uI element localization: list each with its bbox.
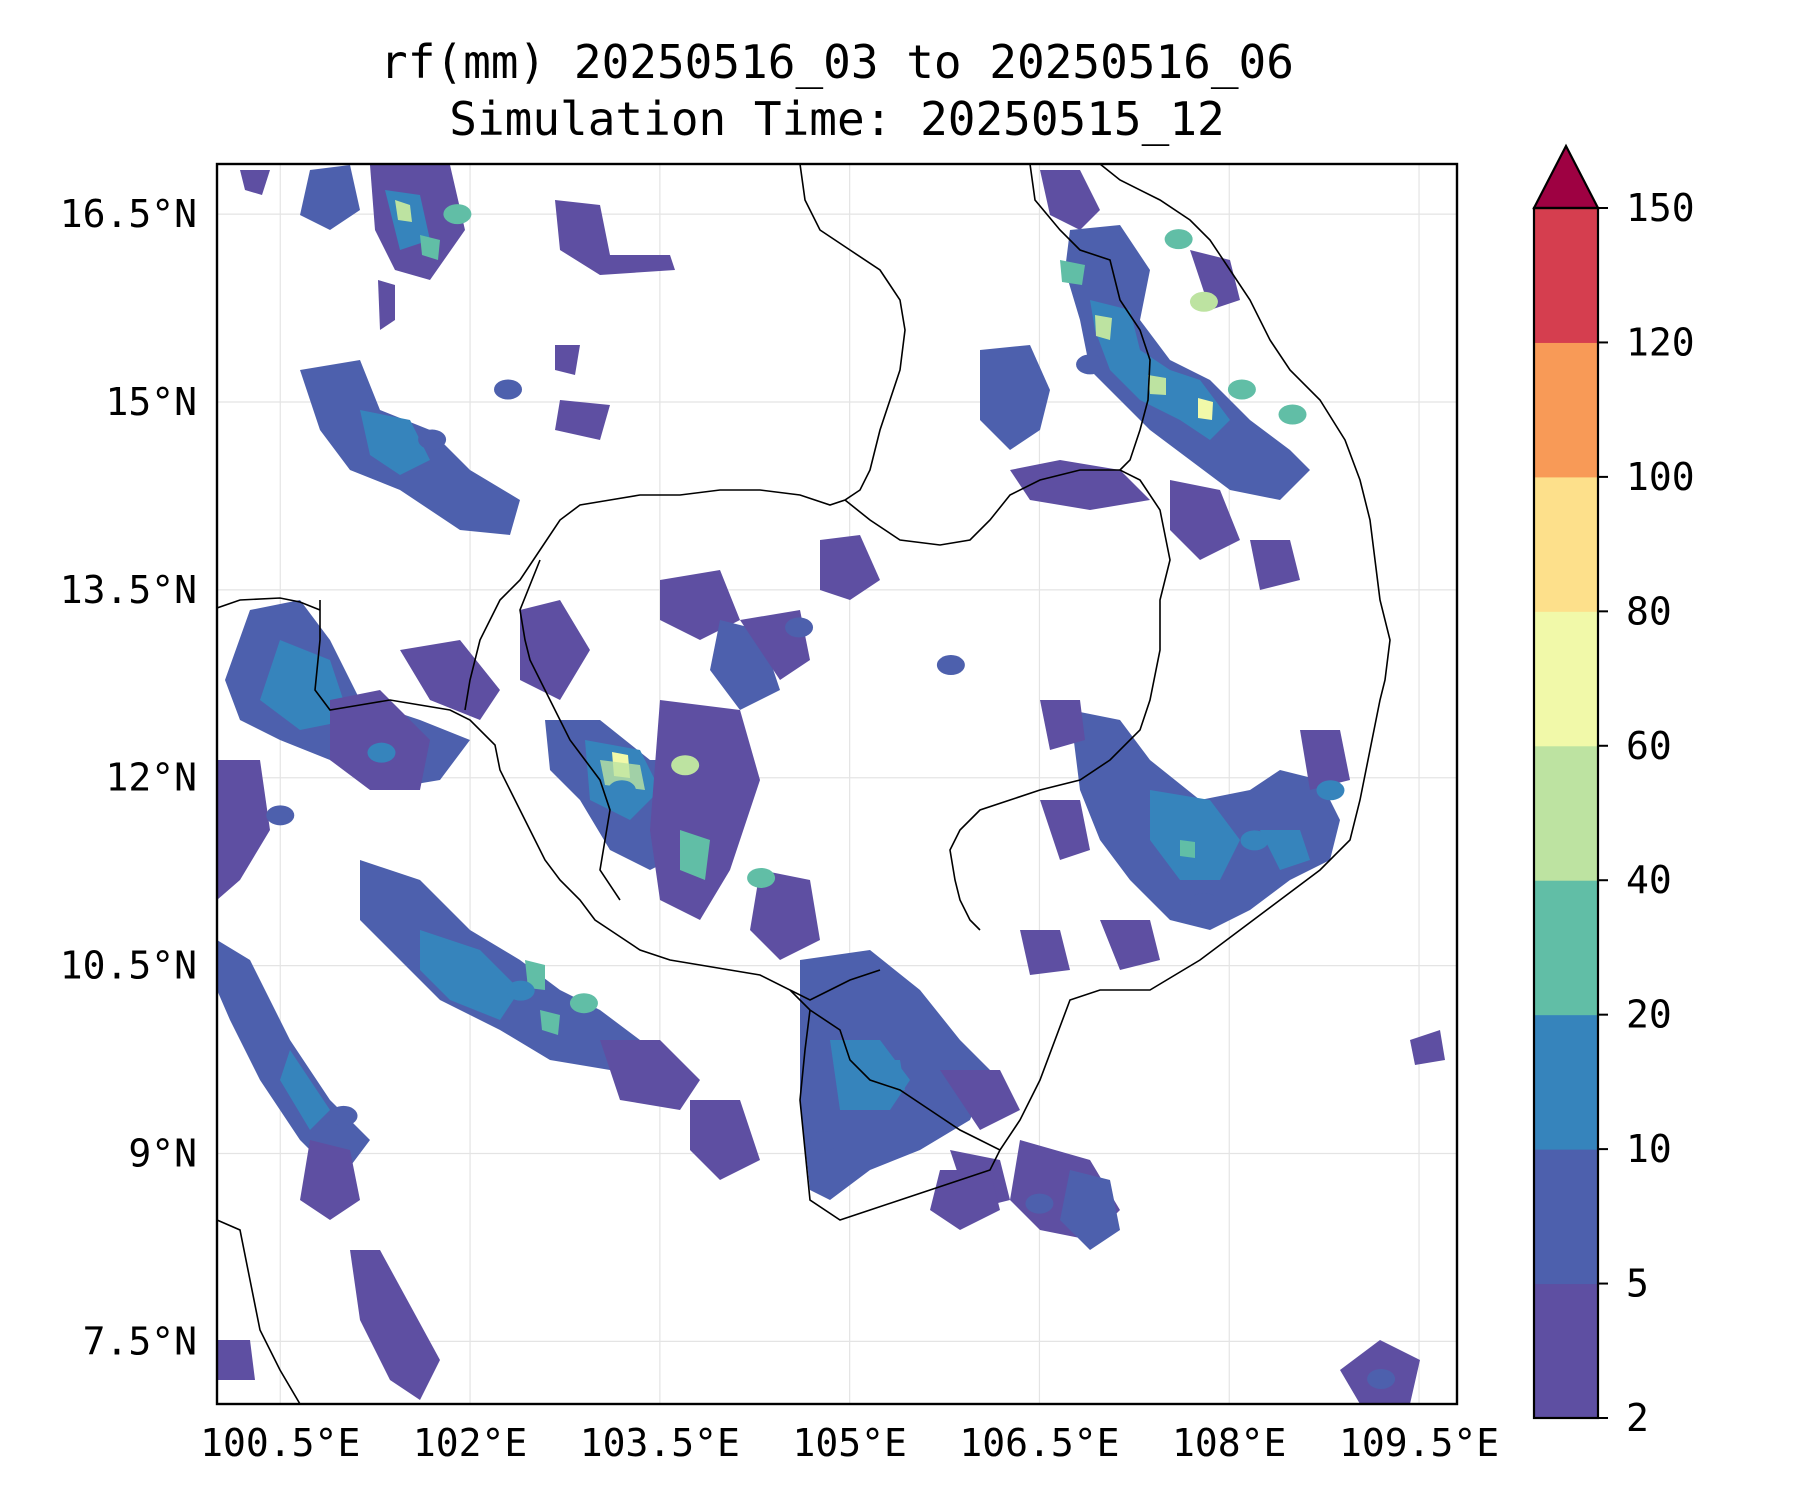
coastlines-and-borders xyxy=(217,164,1391,1404)
y-tick-label: 16.5°N xyxy=(60,192,197,236)
rain-cell xyxy=(607,780,636,801)
y-tick-label: 10.5°N xyxy=(60,944,197,988)
colorbar: 2 5 10 20 40 60 80 100 120 150 xyxy=(1532,143,1695,1440)
colorbar-swatch xyxy=(1534,1149,1598,1285)
rain-cell xyxy=(443,204,472,225)
rain-cell xyxy=(1164,229,1193,250)
rain-region-northwest xyxy=(240,165,675,535)
colorbar-swatch xyxy=(1534,342,1598,478)
y-tick-label: 7.5°N xyxy=(83,1319,197,1363)
y-tick-label: 12°N xyxy=(105,756,197,800)
x-tick-label: 109.5°E xyxy=(1339,1421,1499,1465)
y-tick-label: 15°N xyxy=(105,380,197,424)
x-tick-label: 105°E xyxy=(792,1421,906,1465)
map-frame xyxy=(215,162,1459,1406)
rain-cell xyxy=(747,867,776,888)
latitude-tick-labels: 16.5°N 15°N 13.5°N 12°N 10.5°N 9°N 7.5°N xyxy=(60,192,197,1363)
rain-cell xyxy=(1076,354,1105,375)
x-tick-label: 102°E xyxy=(413,1421,527,1465)
rain-cell xyxy=(1367,1368,1396,1389)
colorbar-swatch xyxy=(1534,208,1598,343)
y-tick-label: 9°N xyxy=(128,1131,197,1175)
colorbar-swatch xyxy=(1534,745,1598,881)
rain-cell xyxy=(1189,291,1218,312)
rain-cell xyxy=(569,993,598,1014)
rain-cell xyxy=(785,617,814,638)
map-subtitle: Simulation Time: 20250515_12 xyxy=(449,92,1224,146)
rain-cell xyxy=(329,1105,358,1126)
rain-cell xyxy=(1189,892,1218,913)
rain-cell xyxy=(418,429,447,450)
colorbar-extend-arrow xyxy=(1532,143,1600,210)
colorbar-swatches xyxy=(1534,208,1598,1419)
rain-cell xyxy=(506,980,535,1001)
colorbar-tick-label: 150 xyxy=(1626,186,1695,230)
rainfall-contours xyxy=(217,165,1445,1404)
colorbar-tick-label: 20 xyxy=(1626,993,1672,1037)
rain-cell xyxy=(266,805,295,826)
rain-region-south-central xyxy=(1020,540,1445,1065)
rain-cell xyxy=(936,655,965,676)
colorbar-tick-labels: 2 5 10 20 40 60 80 100 120 150 xyxy=(1598,186,1695,1440)
rain-cell xyxy=(494,379,523,400)
rain-region-mekong-delta xyxy=(800,950,1420,1404)
y-tick-label: 13.5°N xyxy=(60,568,197,612)
colorbar-tick-label: 2 xyxy=(1626,1396,1649,1440)
colorbar-tick-label: 80 xyxy=(1626,589,1672,633)
colorbar-tick-label: 10 xyxy=(1626,1127,1672,1171)
x-tick-label: 100.5°E xyxy=(200,1421,360,1465)
rain-cell xyxy=(1278,404,1307,425)
x-tick-label: 106.5°E xyxy=(959,1421,1119,1465)
rain-cell xyxy=(1240,830,1269,851)
rain-cell xyxy=(1227,379,1256,400)
rain-cell xyxy=(1316,780,1345,801)
colorbar-tick-label: 40 xyxy=(1626,858,1672,902)
colorbar-swatch xyxy=(1534,476,1598,612)
colorbar-tick-label: 100 xyxy=(1626,455,1695,499)
rain-cell xyxy=(810,1130,839,1151)
rain-cell xyxy=(1025,1193,1054,1214)
rain-cell xyxy=(671,755,700,776)
colorbar-frame xyxy=(1532,206,1600,1420)
x-tick-label: 103.5°E xyxy=(580,1421,740,1465)
colorbar-swatch xyxy=(1534,611,1598,747)
colorbar-tick-label: 120 xyxy=(1626,320,1695,364)
colorbar-swatch xyxy=(1534,1014,1598,1150)
rain-cell xyxy=(367,742,396,763)
colorbar-swatch xyxy=(1534,1283,1598,1419)
map-title: rf(mm) 20250516_03 to 20250516_06 xyxy=(380,35,1294,89)
colorbar-tick-label: 5 xyxy=(1626,1262,1649,1306)
colorbar-swatch xyxy=(1534,880,1598,1016)
longitude-tick-labels: 100.5°E 102°E 103.5°E 105°E 106.5°E 108°E 109.… xyxy=(200,1421,1499,1465)
rain-region-central-highlands xyxy=(980,170,1310,560)
x-tick-label: 108°E xyxy=(1172,1421,1286,1465)
colorbar-tick-label: 60 xyxy=(1626,724,1672,768)
map-panel[interactable] xyxy=(215,162,1459,1406)
